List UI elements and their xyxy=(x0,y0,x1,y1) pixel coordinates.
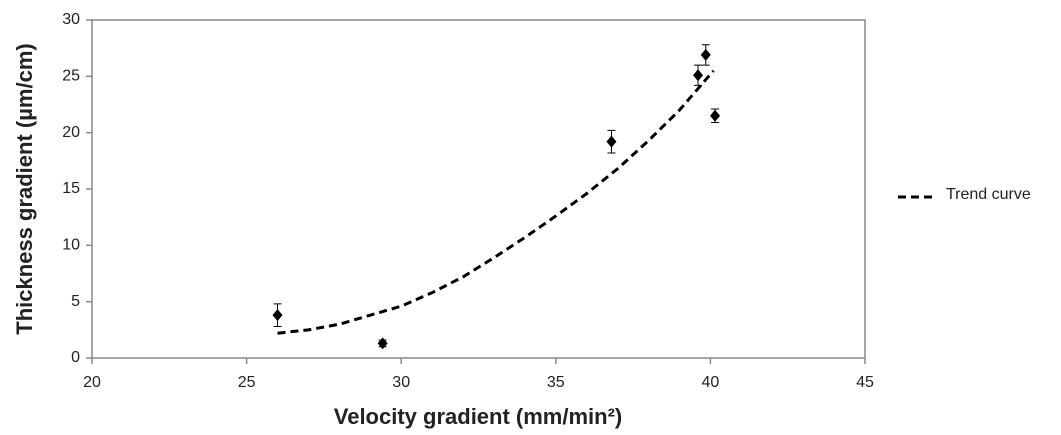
y-tick-label: 20 xyxy=(62,124,80,141)
data-point xyxy=(377,337,388,350)
x-tick-label: 40 xyxy=(702,374,720,391)
x-axis-title: Velocity gradient (mm/min²) xyxy=(334,404,623,429)
x-tick-label: 25 xyxy=(238,374,256,391)
y-tick-label: 25 xyxy=(62,68,80,85)
y-tick-label: 15 xyxy=(62,180,80,197)
y-tick-label: 10 xyxy=(62,237,80,254)
x-tick-label: 20 xyxy=(83,374,101,391)
x-tick-label: 45 xyxy=(856,374,874,391)
y-tick-label: 5 xyxy=(71,293,80,310)
data-point xyxy=(606,135,617,148)
data-point xyxy=(693,69,704,82)
x-tick-label: 35 xyxy=(547,374,565,391)
legend-label: Trend curve xyxy=(946,186,1031,203)
y-tick-label: 30 xyxy=(62,11,80,28)
plot-frame xyxy=(91,19,866,359)
data-point xyxy=(700,48,711,61)
x-tick-label: 30 xyxy=(392,374,410,391)
y-tick-label: 0 xyxy=(71,349,80,366)
y-axis-title: Thickness gradient (µm/cm) xyxy=(12,43,37,334)
data-point xyxy=(710,109,721,122)
data-point xyxy=(272,309,283,322)
trend-line xyxy=(277,69,715,335)
